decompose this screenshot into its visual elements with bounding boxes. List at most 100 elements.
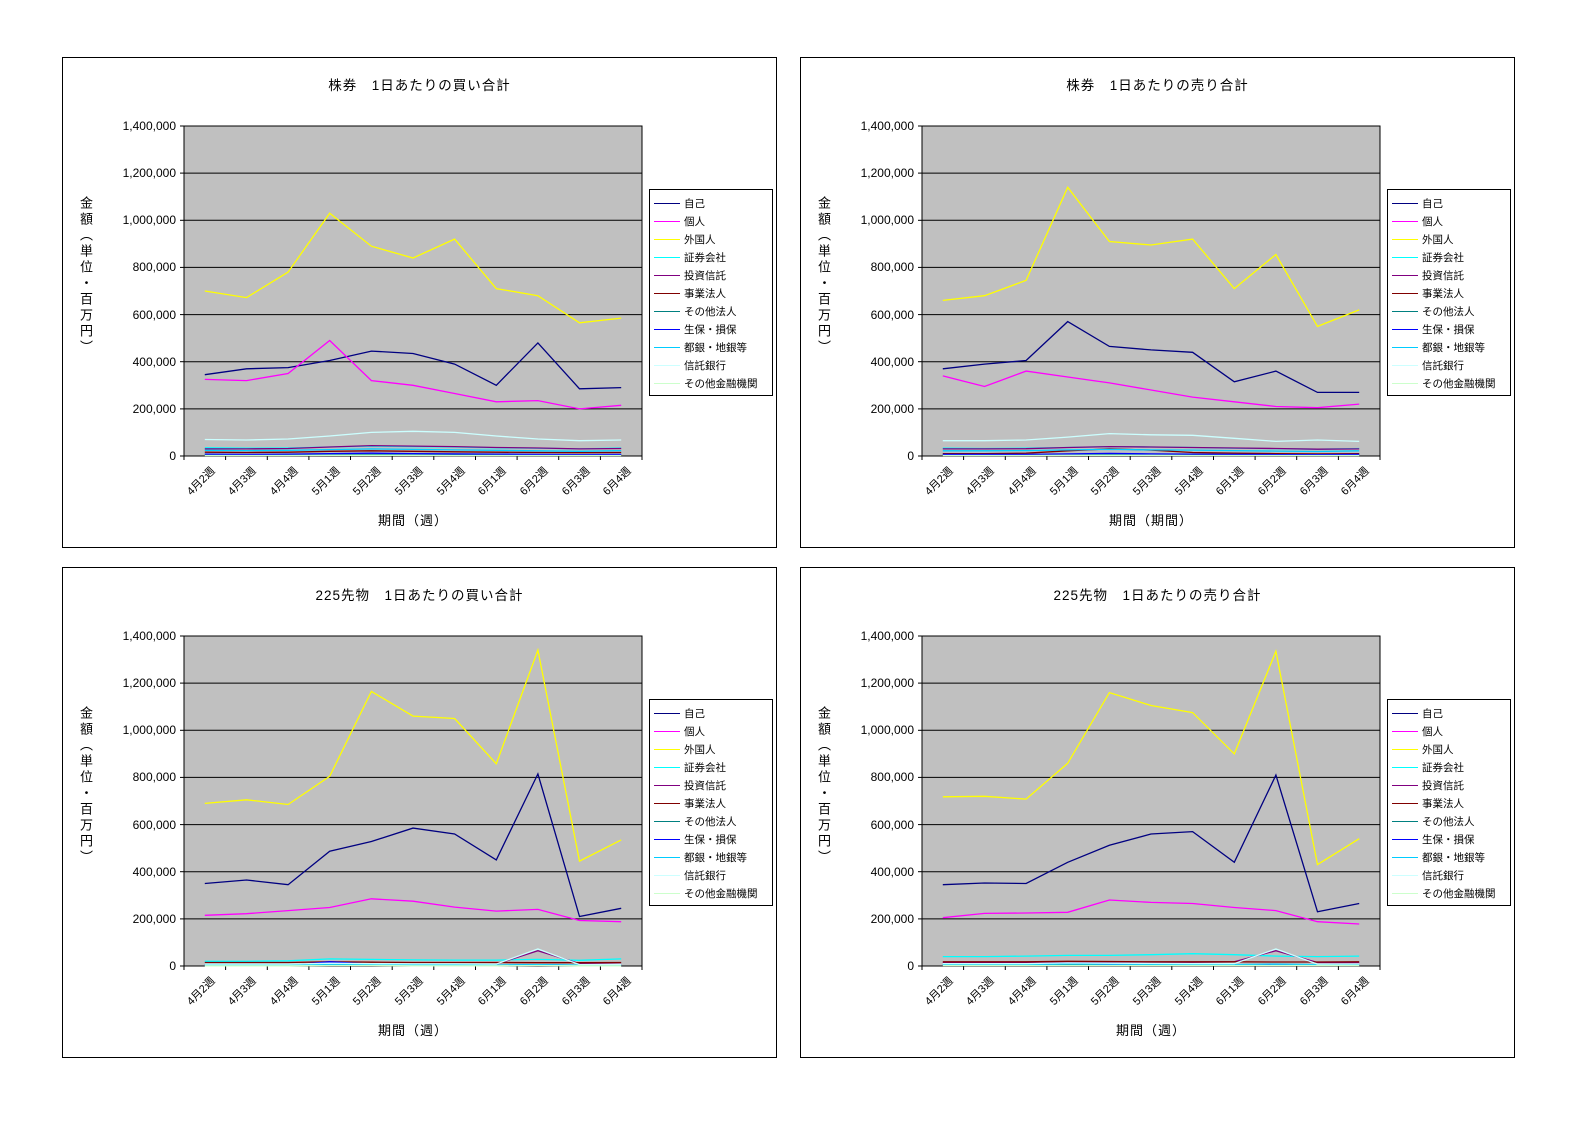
legend-label: 投資信託 xyxy=(1422,269,1464,282)
legend-item: その他金融機関 xyxy=(1392,374,1508,392)
series-line-信託銀行 xyxy=(204,948,622,966)
legend-line-sample xyxy=(654,274,680,276)
series-line-自己 xyxy=(942,320,1360,394)
legend-label: 外国人 xyxy=(1422,233,1454,246)
legend-item: 個人 xyxy=(654,722,770,740)
legend-label: その他金融機関 xyxy=(1422,887,1496,900)
legend-line-sample xyxy=(1392,766,1418,768)
legend-label: 都銀・地銀等 xyxy=(684,341,747,354)
legend-item: 事業法人 xyxy=(1392,794,1508,812)
legend-line-sample xyxy=(1392,802,1418,804)
y-tick-label: 400,000 xyxy=(132,864,176,879)
series-line-個人 xyxy=(204,339,622,410)
series-line-個人 xyxy=(942,370,1360,409)
y-tick-label: 1,400,000 xyxy=(122,629,176,643)
legend-label: 個人 xyxy=(1422,215,1443,228)
legend-item: 個人 xyxy=(1392,722,1508,740)
legend-label: その他金融機関 xyxy=(684,377,758,390)
series-line-自己 xyxy=(204,772,622,918)
legend-line-sample xyxy=(654,838,680,840)
legend-line-sample xyxy=(654,310,680,312)
series-line-外国人 xyxy=(942,186,1360,328)
legend-line-sample xyxy=(654,730,680,732)
legend-line-sample xyxy=(1392,730,1418,732)
legend-item: 都銀・地銀等 xyxy=(1392,338,1508,356)
plot-area xyxy=(180,635,643,970)
legend-item: 自己 xyxy=(1392,704,1508,722)
legend-label: 外国人 xyxy=(684,743,716,756)
legend-line-sample xyxy=(1392,274,1418,276)
legend-label: 都銀・地銀等 xyxy=(684,851,747,864)
plot-border xyxy=(183,125,643,457)
legend-item: 外国人 xyxy=(1392,740,1508,758)
legend-line-sample xyxy=(1392,364,1418,366)
legend-line-sample xyxy=(1392,856,1418,858)
legend-line-sample xyxy=(654,220,680,222)
legend-item: 都銀・地銀等 xyxy=(654,848,770,866)
series-line-投資信託 xyxy=(942,445,1360,450)
chart-title: 225先物 1日あたりの買い合計 xyxy=(315,588,524,603)
legend-line-sample xyxy=(1392,202,1418,204)
series-line-個人 xyxy=(204,898,622,923)
series-line-外国人 xyxy=(204,212,622,324)
legend-label: その他法人 xyxy=(1422,815,1475,828)
y-tick-label: 400,000 xyxy=(132,354,176,369)
legend-label: 自己 xyxy=(684,197,705,210)
legend-line-sample xyxy=(654,346,680,348)
chart-title: 株券 1日あたりの売り合計 xyxy=(1066,78,1249,93)
legend-item: 信託銀行 xyxy=(1392,356,1508,374)
legend-label: 証券会社 xyxy=(1422,761,1464,774)
legend-label: 事業法人 xyxy=(684,287,726,300)
legend-line-sample xyxy=(1392,382,1418,384)
legend-label: 個人 xyxy=(684,215,705,228)
plot-background xyxy=(922,126,1380,456)
legend-label: 事業法人 xyxy=(1422,287,1464,300)
legend-label: 証券会社 xyxy=(1422,251,1464,264)
y-tick-label: 600,000 xyxy=(132,817,176,832)
series-line-都銀・地銀等 xyxy=(204,963,622,966)
legend-item: 外国人 xyxy=(1392,230,1508,248)
chart-canvas xyxy=(180,125,643,460)
legend-label: 自己 xyxy=(684,707,705,720)
legend: 自己 個人 外国人 証券会社 投資信託 事業法人 その他法人 生保・損保 都銀・地銀等 信託銀行そ… xyxy=(649,189,773,396)
series-line-投資信託 xyxy=(204,444,622,450)
legend-label: 生保・損保 xyxy=(1422,323,1475,336)
y-tick-label: 200,000 xyxy=(870,401,914,416)
legend-line-sample xyxy=(1392,748,1418,750)
legend-line-sample xyxy=(654,856,680,858)
plot-area xyxy=(918,125,1381,460)
series-line-自己 xyxy=(942,773,1360,913)
legend-item: その他法人 xyxy=(654,302,770,320)
legend-label: その他金融機関 xyxy=(1422,377,1496,390)
legend-item: 投資信託 xyxy=(1392,266,1508,284)
legend-item: 自己 xyxy=(654,194,770,212)
legend-line-sample xyxy=(1392,328,1418,330)
legend-item: 事業法人 xyxy=(1392,284,1508,302)
series-line-信託銀行 xyxy=(942,432,1360,443)
y-tick-label: 200,000 xyxy=(132,911,176,926)
y-tick-label: 400,000 xyxy=(870,864,914,879)
legend-line-sample xyxy=(654,382,680,384)
legend-label: 事業法人 xyxy=(684,797,726,810)
legend-line-sample xyxy=(1392,292,1418,294)
legend-label: 都銀・地銀等 xyxy=(1422,341,1485,354)
x-axis-title: 期間（期間） xyxy=(1108,513,1193,528)
legend-line-sample xyxy=(1392,784,1418,786)
legend-line-sample xyxy=(1392,874,1418,876)
legend-label: 信託銀行 xyxy=(1422,869,1464,882)
legend-label: 投資信託 xyxy=(684,779,726,792)
legend-item: その他法人 xyxy=(654,812,770,830)
y-axis-title: 金額（単位・百万円） xyxy=(78,706,93,866)
legend-label: その他法人 xyxy=(684,305,737,318)
series-line-外国人 xyxy=(942,649,1360,866)
legend: 自己 個人 外国人 証券会社 投資信託 事業法人 その他法人 生保・損保 都銀・地銀等 信託銀行そ… xyxy=(1387,699,1511,906)
legend-item: 個人 xyxy=(654,212,770,230)
series-line-事業法人 xyxy=(204,961,622,964)
plot-area xyxy=(180,125,643,460)
legend-line-sample xyxy=(654,820,680,822)
legend-label: 個人 xyxy=(684,725,705,738)
legend-line-sample xyxy=(654,784,680,786)
y-tick-label: 1,400,000 xyxy=(860,119,914,133)
legend-item: 自己 xyxy=(654,704,770,722)
